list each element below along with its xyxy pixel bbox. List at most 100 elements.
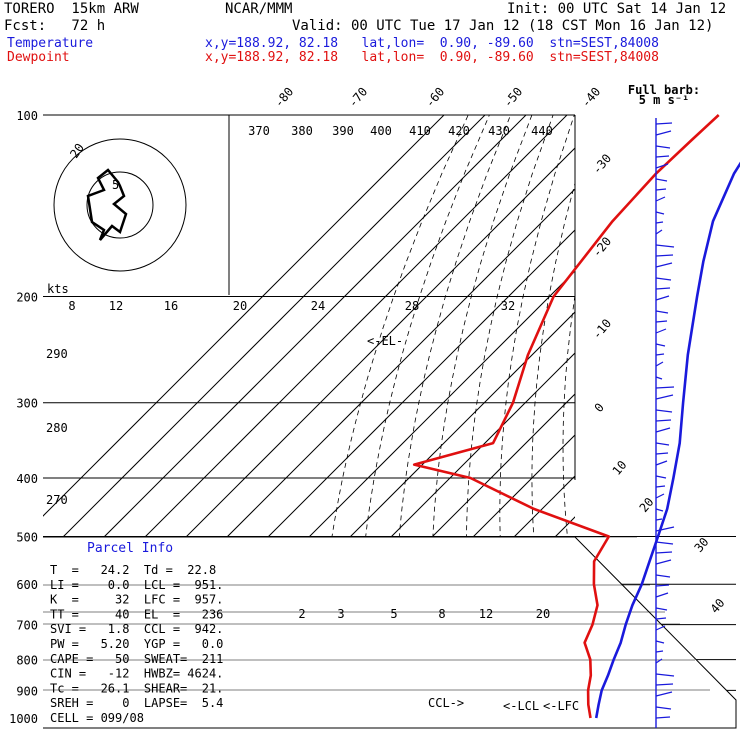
barb-legend-units: 5 m s⁻¹ (639, 93, 690, 107)
wind-barb (655, 427, 671, 433)
wind-barb (655, 287, 671, 290)
wind-barb (655, 460, 668, 466)
wind-barb (655, 607, 668, 611)
skew-temp-label: -50 (501, 85, 526, 111)
isotherm-line (43, 115, 527, 599)
wind-barb (655, 277, 672, 281)
wind-barb (655, 706, 672, 710)
wind-barb (655, 178, 668, 182)
temperature-legend: Temperature (7, 36, 94, 51)
pressure-label: 700 (16, 619, 38, 633)
theta-side-label: 270 (46, 493, 68, 507)
skew-temp-label: 10 (610, 458, 630, 478)
wind-barb (655, 328, 667, 334)
valid-time: Valid: 00 UTC Tue 17 Jan 12 (18 CST Mon … (292, 18, 714, 34)
wind-barb (655, 145, 671, 149)
skew-temp-label: -80 (272, 85, 297, 111)
wind-barb (655, 310, 669, 314)
dry-adiabat (704, 115, 740, 718)
model-name: TORERO 15km ARW (4, 1, 139, 17)
forecast-hour: Fcst: 72 h (4, 18, 106, 34)
parcel-info-row: CIN = -12 HWBZ= 4624. (50, 667, 223, 681)
wind-barb (655, 343, 666, 347)
wind-barb (655, 386, 675, 389)
parcel-info-row: K = 32 LFC = 957. (50, 593, 223, 607)
pressure-label: 500 (16, 530, 38, 544)
hodo-speed-label: 28 (405, 299, 419, 313)
parcel-info-row: T = 24.2 Td = 22.8 (50, 563, 216, 577)
wind-barb (655, 155, 670, 158)
theta-side-label: 280 (46, 421, 68, 435)
wind-barb (655, 221, 664, 224)
skew-temp-label: -30 (590, 151, 615, 177)
wind-barbs (655, 118, 675, 728)
skew-temp-label: 40 (708, 596, 728, 616)
hodograph: 20 5 (53, 115, 230, 295)
wind-barb (655, 673, 675, 677)
wind-barb (655, 130, 672, 136)
wind-barb (655, 353, 665, 356)
init-time: Init: 00 UTC Sat 14 Jan 12 (507, 1, 727, 17)
skew-temp-label: -40 (579, 85, 604, 111)
hodo-speed-label: 12 (109, 299, 123, 313)
wind-barb (655, 475, 667, 479)
pressure-label: 200 (16, 291, 38, 305)
wind-barb (655, 409, 673, 413)
theta-side-label: 290 (46, 347, 68, 361)
hodo-speed-label: 16 (164, 299, 178, 313)
wind-barb (655, 262, 673, 268)
mixing-ratio-label: 2 (298, 607, 305, 621)
wind-barb (655, 551, 673, 554)
mixing-ratio-label: 20 (536, 607, 550, 621)
wind-barb (655, 526, 675, 532)
wind-barb (655, 518, 663, 521)
pressure-label: 1000 (9, 712, 38, 726)
sounding-lines (412, 114, 740, 719)
pressure-label: 800 (16, 654, 38, 668)
wind-barb (655, 188, 667, 191)
wind-barb (655, 244, 675, 248)
level-annotation: <-LFC (543, 699, 579, 713)
wind-barb (655, 650, 664, 653)
parcel-info-row: CAPE = 50 SWEAT= 211 (50, 652, 223, 666)
hodograph-ring-label: 20 (67, 141, 87, 161)
wind-barb (655, 254, 674, 257)
theta-label: 440 (531, 124, 553, 138)
theta-label: 390 (332, 124, 354, 138)
wind-barb (655, 211, 665, 215)
wind-barb (655, 485, 666, 488)
skew-temp-label: 20 (637, 495, 657, 515)
theta-label: 410 (409, 124, 431, 138)
parcel-info-row: SVI = 1.8 CCL = 942. (50, 622, 223, 636)
wind-barb (655, 452, 669, 455)
mixing-ratio-label: 5 (390, 607, 397, 621)
wind-barb (655, 683, 674, 686)
wind-barb (655, 574, 671, 578)
hodo-speed-label: 20 (233, 299, 247, 313)
level-annotation: CCL-> (428, 696, 464, 710)
wind-barb (655, 625, 666, 631)
hodograph-outer-ring (53, 138, 187, 272)
hodograph-trace (86, 168, 128, 241)
temperature-line (594, 161, 740, 719)
parcel-info-row: SREH = 0 LAPSE= 5.4 (50, 696, 223, 710)
pressure-label: 900 (16, 684, 38, 698)
hodograph-inner-label: 5 (112, 178, 119, 192)
mixing-ratio-label: 3 (337, 607, 344, 621)
theta-label: 430 (488, 124, 510, 138)
wind-barb (655, 658, 663, 664)
isotherm-line (43, 115, 486, 558)
skew-temp-label: -70 (346, 85, 371, 111)
wind-barb (655, 559, 672, 565)
parcel-info-row: Tc = 26.1 SHEAR= 21. (50, 681, 223, 695)
wind-barb (655, 295, 670, 301)
mixing-ratio-label: 12 (479, 607, 493, 621)
wind-barb (655, 163, 669, 169)
wind-barb (655, 493, 665, 499)
dewpoint-legend: Dewpoint (7, 50, 70, 65)
wind-barb (655, 394, 674, 400)
wind-barb (655, 584, 670, 587)
hodo-speed-label: 24 (311, 299, 325, 313)
level-annotation: <-LCL (503, 699, 539, 713)
